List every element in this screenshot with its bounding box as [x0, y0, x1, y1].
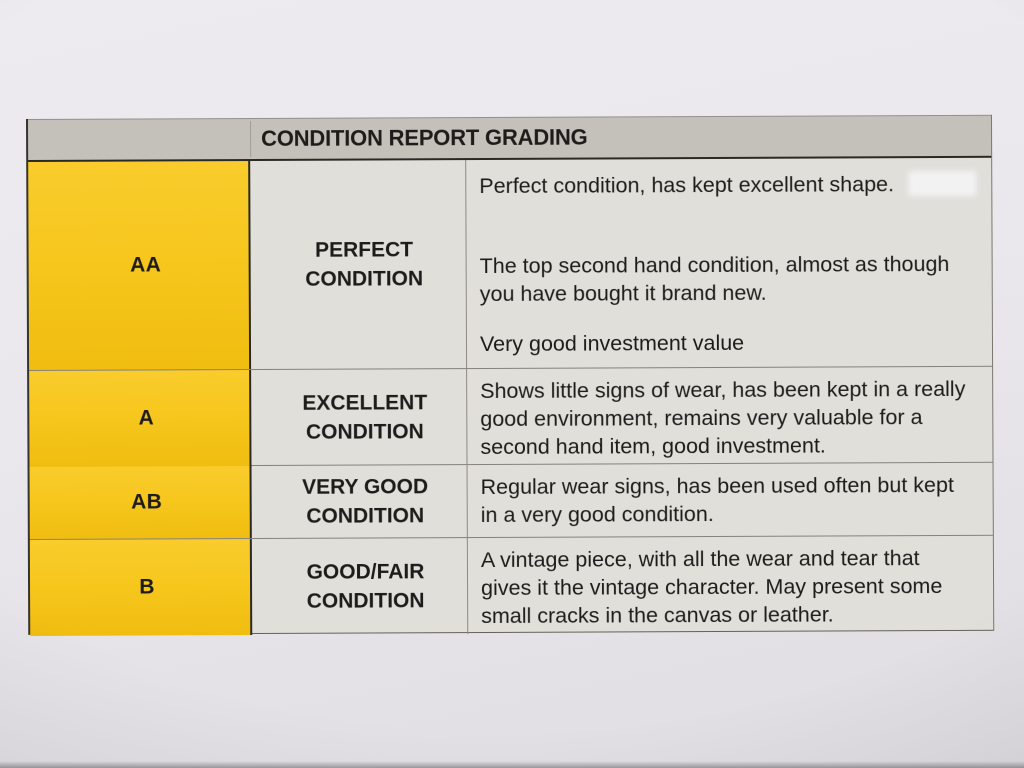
condition-cell: EXCELLENT CONDITION	[251, 369, 468, 467]
description-cell: Perfect condition, has kept excellent sh…	[466, 158, 992, 368]
grade-label: AA	[130, 253, 162, 277]
description-paragraph: The top second hand condition, almost as…	[479, 251, 950, 307]
header-column-divider	[250, 121, 252, 158]
description-cell: A vintage piece, with all the wear and t…	[468, 536, 993, 634]
description-paragraph: Very good investment value	[479, 330, 745, 357]
condition-cell: PERFECT CONDITION	[250, 160, 468, 370]
condition-label: GOOD/FAIR CONDITION	[306, 560, 425, 613]
grade-cell: A	[29, 370, 252, 467]
photo-edge-shadow	[0, 761, 1024, 768]
grade-cell: AA	[28, 161, 252, 370]
condition-label: VERY GOOD CONDITION	[302, 475, 429, 528]
table-row-b: B GOOD/FAIR CONDITION A vintage piece, w…	[29, 534, 994, 636]
table-title: CONDITION REPORT GRADING	[261, 124, 588, 151]
grade-cell: B	[29, 539, 253, 636]
table-row-a: A EXCELLENT CONDITION Shows little signs…	[29, 365, 993, 467]
table-row-ab: AB VERY GOOD CONDITION Regular wear sign…	[29, 461, 993, 539]
grade-label: A	[138, 406, 155, 430]
description-cell: Regular wear signs, has been used often …	[468, 463, 993, 537]
grade-label: AB	[131, 490, 163, 514]
grade-label: B	[139, 575, 155, 599]
description-paragraph: A vintage piece, with all the wear and t…	[480, 546, 943, 629]
condition-cell: VERY GOOD CONDITION	[251, 465, 468, 539]
table-row-aa: AA PERFECT CONDITION Perfect condition, …	[28, 157, 993, 370]
condition-cell: GOOD/FAIR CONDITION	[251, 538, 469, 636]
description-paragraph: Regular wear signs, has been used often …	[480, 472, 954, 528]
condition-label: PERFECT CONDITION	[305, 238, 424, 291]
whiteout-patch	[908, 170, 977, 197]
description-paragraph: Perfect condition, has kept excellent sh…	[479, 172, 895, 199]
grade-cell: AB	[29, 466, 252, 539]
condition-grading-table: CONDITION REPORT GRADING AA PERFECT COND…	[26, 114, 995, 636]
description-cell: Shows little signs of wear, has been kep…	[467, 367, 992, 465]
description-paragraph: Shows little signs of wear, has been kep…	[480, 376, 966, 460]
condition-label: EXCELLENT CONDITION	[302, 391, 428, 444]
table-header-bar: CONDITION REPORT GRADING	[27, 114, 992, 162]
